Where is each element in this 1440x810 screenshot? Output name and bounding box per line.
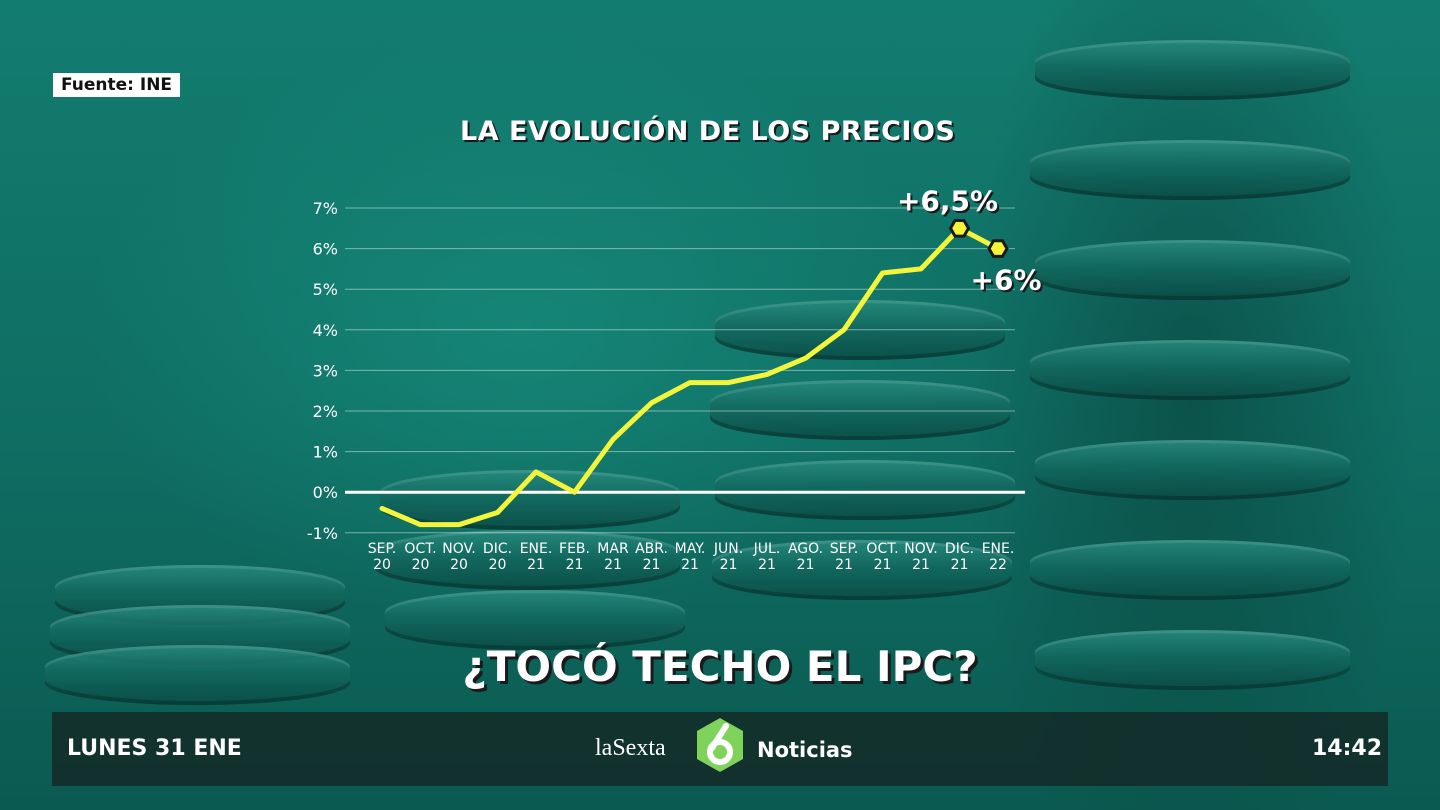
y-tick-label: 5% [313,280,338,299]
y-tick-label: 4% [313,321,338,340]
x-tick-label-month: SEP. [830,541,858,557]
y-tick-label: 7% [313,199,338,218]
y-tick-label: -1% [307,524,338,543]
y-tick-label: 0% [313,483,338,502]
x-tick-label-year: 22 [989,557,1007,573]
x-tick-label-month: DIC. [945,541,974,557]
coin [1035,240,1350,300]
coin [1035,440,1350,500]
date-label: LUNES 31 ENE [67,736,242,761]
series-line [379,225,1001,528]
chart-title: LA EVOLUCIÓN DE LOS PRECIOS [460,116,956,147]
coin [1035,630,1350,690]
data-label-shadow: +6% [973,266,1044,299]
x-tick-label-year: 21 [912,557,930,573]
coin [45,645,350,705]
x-tick-label-year: 20 [412,557,430,573]
brand-name: laSexta [595,735,666,761]
x-tick-label-month: MAR [597,541,629,557]
x-tick-label-month: DIC. [483,541,512,557]
x-tick-label-year: 21 [874,557,892,573]
x-tick-label-year: 21 [643,557,661,573]
x-tick-label-year: 21 [527,557,545,573]
y-tick-label: 2% [313,402,338,421]
data-label-shadow: +6,5% [899,186,1000,219]
x-tick-label-month: AGO. [788,541,823,557]
data-label: +6,5% [897,184,998,217]
x-tick-label-month: OCT. [866,541,898,557]
x-tick-label-year: 21 [720,557,738,573]
x-tick-label-year: 21 [566,557,584,573]
x-tick-label-year: 21 [604,557,622,573]
coin [1030,140,1350,200]
x-tick-label-month: SEP. [368,541,396,557]
x-tick-label-month: ENE. [982,541,1015,557]
coin [385,590,685,650]
x-tick-label-month: OCT. [404,541,436,557]
coin [1030,340,1350,400]
x-tick-label-month: MAY. [675,541,706,557]
x-tick-label-month: JUL. [753,541,781,557]
y-tick-label: 3% [313,361,338,380]
coin [710,380,1010,440]
x-tick-label-month: NOV. [904,541,937,557]
x-tick-label-month: NOV. [442,541,475,557]
y-tick-label: 6% [313,240,338,259]
y-tick-label: 1% [313,443,338,462]
data-point-marker [948,219,971,238]
x-tick-label-year: 20 [373,557,391,573]
data-point-marker [987,239,1009,258]
coin [1030,540,1350,600]
coin [715,460,1015,520]
headline: ¿TOCÓ TECHO EL IPC? [462,642,978,691]
x-tick-label-month: ENE. [520,541,553,557]
data-label: +6% [971,264,1042,297]
coin [375,530,680,590]
x-tick-label-year: 21 [681,557,699,573]
x-tick-label-month: FEB. [559,541,590,557]
coin [1035,40,1350,100]
x-tick-label-year: 21 [758,557,776,573]
x-tick-label-year: 20 [489,557,507,573]
x-tick-label-year: 21 [835,557,853,573]
time-label: 14:42 [1312,736,1383,761]
x-tick-label-year: 21 [797,557,815,573]
x-tick-label-month: ABR. [635,541,668,557]
x-tick-label-year: 21 [951,557,969,573]
program-name: Noticias [757,738,853,762]
x-tick-label-year: 20 [450,557,468,573]
coin [712,540,1012,600]
x-tick-label-month: JUN. [713,541,743,557]
source-label: Fuente: INE [53,73,181,97]
lasexta-six-logo-icon [697,718,743,772]
